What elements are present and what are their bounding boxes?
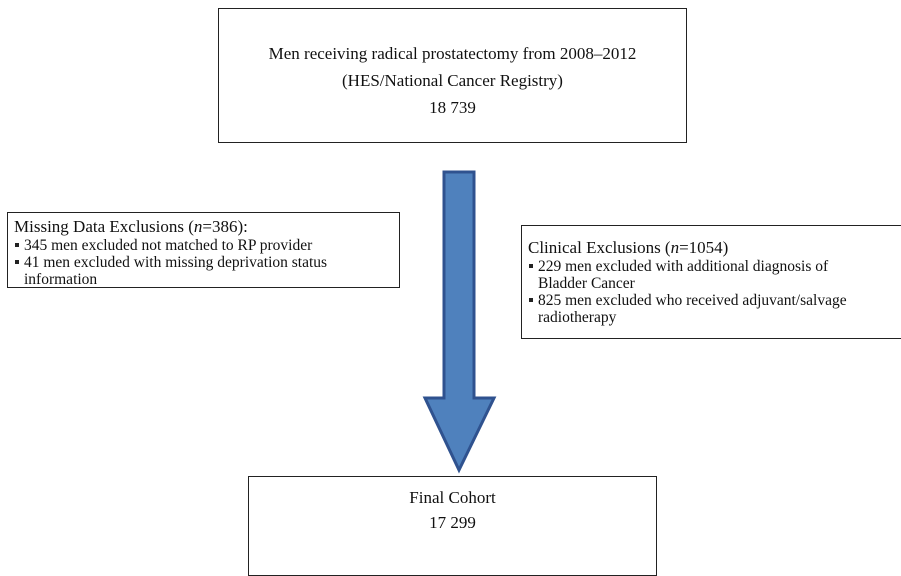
bullet: 825 men excluded who received adjuvant/s… [528,292,901,326]
title-n: n [193,217,203,236]
bullet: 345 men excluded not matched to RP provi… [14,237,393,254]
bullet-list: 229 men excluded with additional diagnos… [528,258,901,326]
page: Men receiving radical prostatectomy from… [7,8,901,576]
title-text: =1054) [679,238,729,257]
box-title: Missing Data Exclusions (n=386): [14,217,393,237]
arrow-layer [422,170,497,474]
final-label: Final Cohort [409,488,496,507]
start-line: Men receiving radical prostatectomy from… [268,44,637,63]
start-box: Men receiving radical prostatectomy from… [218,8,687,143]
start-count: 18 739 [429,98,476,117]
box-title: Clinical Exclusions (n=1054) [528,238,901,258]
down-arrow [422,170,497,474]
title-n: n [670,238,680,257]
bullet: 41 men excluded with missing deprivation… [14,254,364,288]
clinical-box: Clinical Exclusions (n=1054) 229 men exc… [521,225,901,339]
title-text: Missing Data Exclusions ( [14,217,194,236]
final-count: 17 299 [429,513,476,532]
bullet-list: 345 men excluded not matched to RP provi… [14,237,393,288]
final-box: Final Cohort 17 299 [248,476,657,576]
start-line: (HES/National Cancer Registry) [342,71,563,90]
bullet: 229 men excluded with additional diagnos… [528,258,838,292]
title-text: Clinical Exclusions ( [528,238,671,257]
missing-data-box: Missing Data Exclusions (n=386): 345 men… [7,212,400,288]
title-text: =386): [202,217,248,236]
